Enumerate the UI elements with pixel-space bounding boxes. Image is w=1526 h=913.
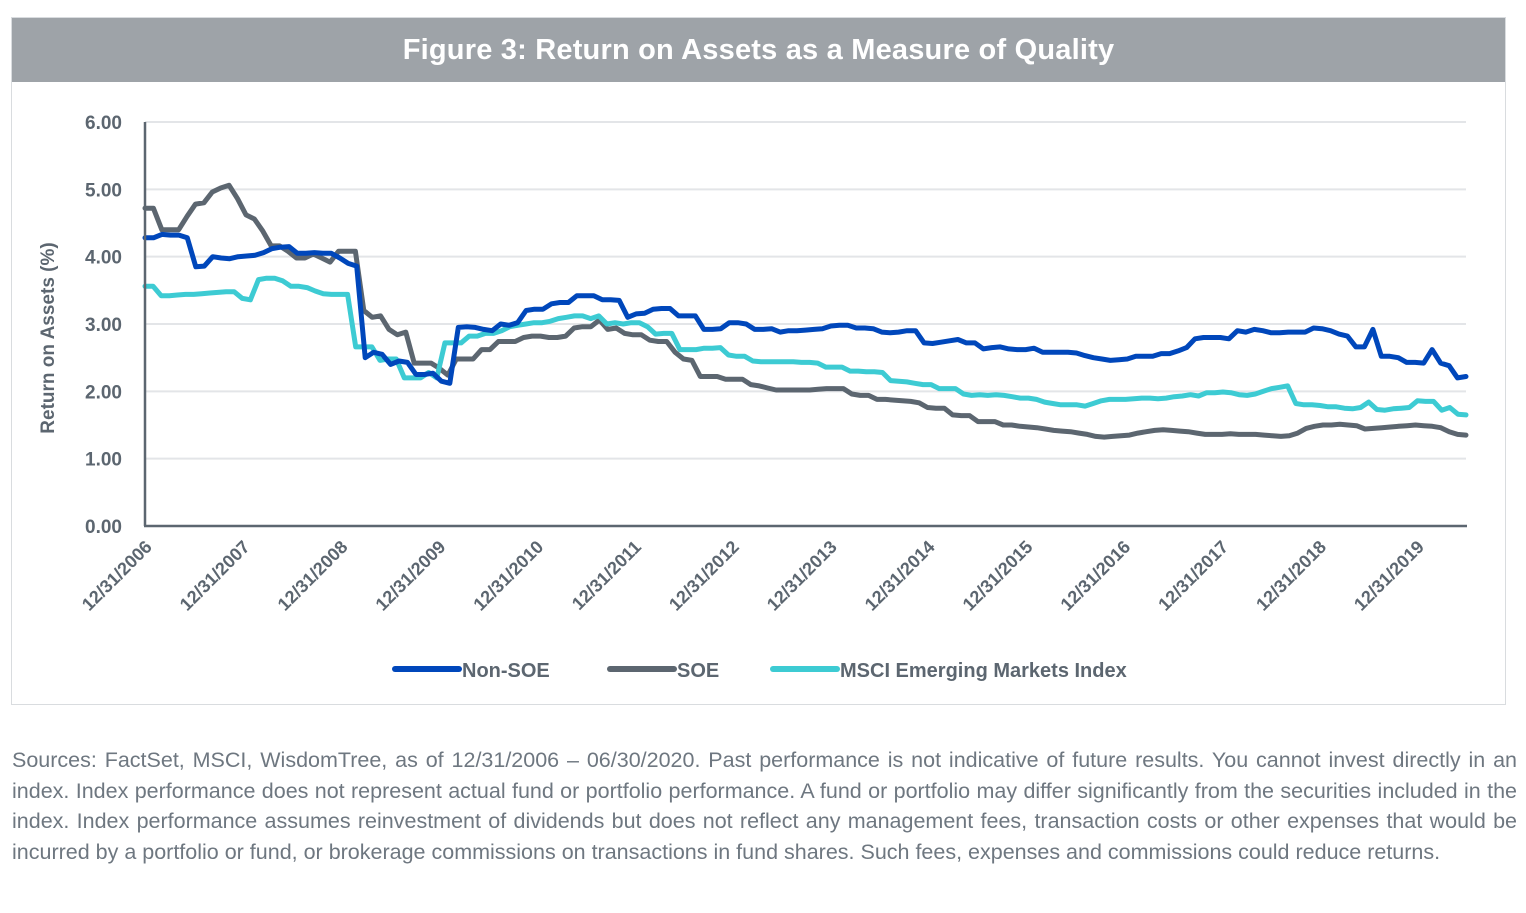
y-tick-label: 0.00: [85, 517, 122, 538]
y-tick-label: 3.00: [85, 315, 122, 336]
legend: Non-SOE SOE MSCI Emerging Markets Index: [392, 660, 1127, 682]
x-tick-label: 12/31/2019: [1350, 537, 1428, 615]
x-tick-label: 12/31/2009: [372, 537, 450, 615]
x-axis-ticks: 12/31/2006 12/31/2007 12/31/2008 12/31/2009…: [78, 537, 1428, 615]
y-tick-label: 6.00: [85, 113, 122, 134]
x-tick-label: 12/31/2010: [469, 537, 547, 615]
y-tick-label: 4.00: [85, 248, 122, 269]
x-tick-label: 12/31/2007: [176, 537, 254, 615]
legend-label: Non-SOE: [462, 660, 550, 682]
gridlines: [145, 121, 1466, 460]
chart-title-bar: Figure 3: Return on Assets as a Measure …: [12, 18, 1505, 82]
x-tick-label: 12/31/2016: [1056, 537, 1134, 615]
chart-frame: Figure 3: Return on Assets as a Measure …: [11, 17, 1506, 705]
y-tick-label: 1.00: [85, 450, 122, 471]
series-line-non-soe: [142, 231, 1469, 386]
x-tick-label: 12/31/2013: [763, 537, 841, 615]
x-tick-label: 12/31/2012: [665, 537, 743, 615]
series-lines: [142, 182, 1469, 440]
x-tick-label: 12/31/2017: [1154, 537, 1232, 615]
legend-item: Non-SOE: [392, 660, 550, 682]
y-tick-label: 5.00: [85, 180, 122, 201]
chart-title: Figure 3: Return on Assets as a Measure …: [402, 33, 1115, 66]
legend-label: SOE: [677, 660, 719, 682]
series-line-soe: [142, 182, 1469, 440]
x-tick-label: 12/31/2006: [78, 537, 156, 615]
x-tick-label: 12/31/2008: [274, 537, 352, 615]
y-axis-ticks: 0.00 1.00 2.00 3.00 4.00 5.00 6.00: [85, 113, 122, 538]
y-tick-label: 2.00: [85, 382, 122, 403]
legend-item: MSCI Emerging Markets Index: [770, 660, 1127, 682]
x-tick-label: 12/31/2015: [959, 537, 1037, 615]
y-axis-label: Return on Assets (%): [38, 242, 59, 433]
legend-item: SOE: [607, 660, 719, 682]
line-chart: 0.00 1.00 2.00 3.00 4.00 5.00 6.00 Return on A…: [38, 113, 1469, 682]
series-line-msci-emerging-markets-index: [142, 275, 1469, 418]
footnote: Sources: FactSet, MSCI, WisdomTree, as o…: [12, 748, 1517, 864]
x-tick-label: 12/31/2011: [568, 537, 645, 614]
x-tick-label: 12/31/2014: [861, 537, 939, 615]
legend-label: MSCI Emerging Markets Index: [840, 660, 1127, 682]
x-tick-label: 12/31/2018: [1252, 537, 1330, 615]
